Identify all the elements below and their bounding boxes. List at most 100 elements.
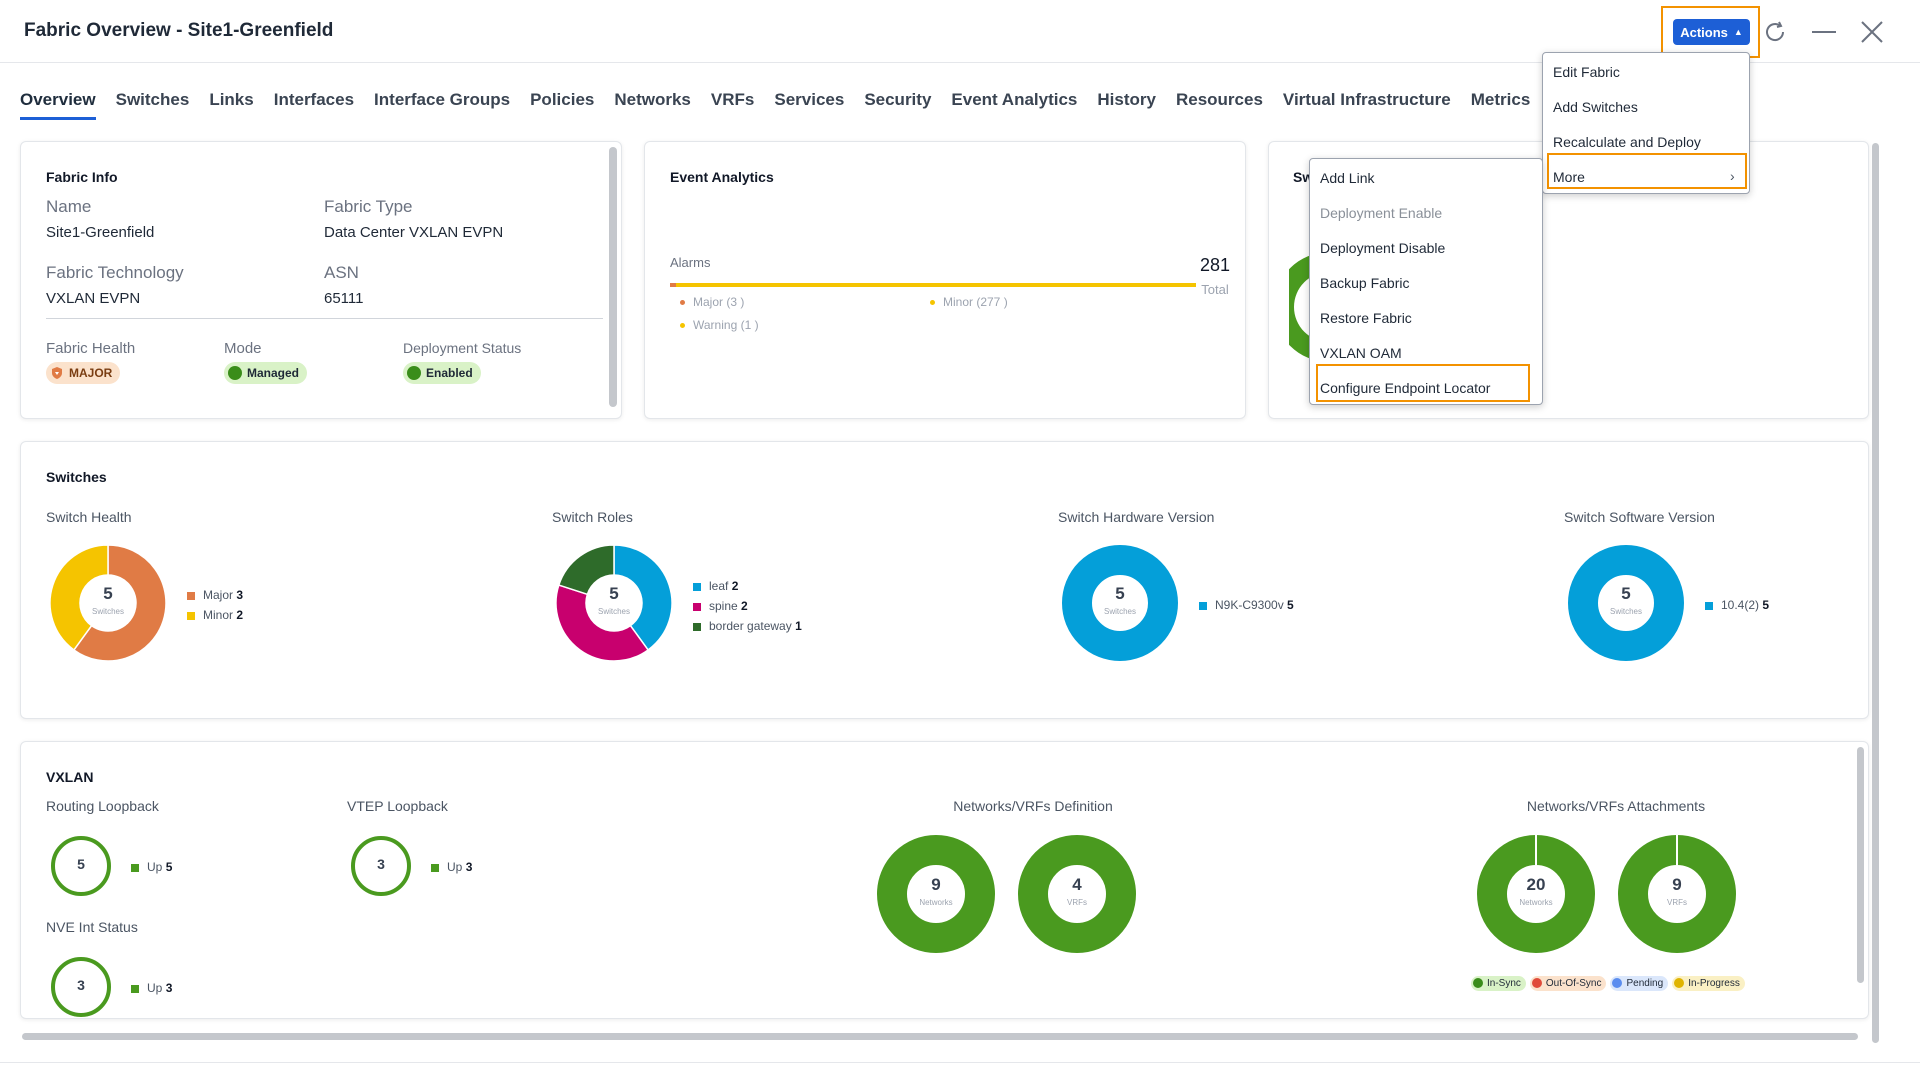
legend-version: 10.4(2) 5 (1705, 595, 1769, 615)
page-scrollbar[interactable] (1872, 143, 1879, 1043)
footer-divider (0, 1062, 1920, 1063)
legend-major: Major (3 ) (680, 292, 744, 312)
tab-event-analytics[interactable]: Event Analytics (951, 90, 1078, 109)
menu-item-add-link[interactable]: Add Link (1320, 170, 1375, 186)
alarms-total-value: 281 (1199, 255, 1231, 275)
card-title: Sw (1293, 169, 1314, 185)
routing-loopback-label: Routing Loopback (46, 798, 159, 814)
nve-int-status-label: NVE Int Status (46, 919, 138, 935)
tab-virtual-infrastructure[interactable]: Virtual Infrastructure (1282, 90, 1451, 109)
minimize-icon[interactable] (1805, 14, 1843, 50)
tab-interfaces[interactable]: Interfaces (273, 90, 355, 109)
donut-slice (1062, 545, 1178, 661)
tab-overview[interactable]: Overview (20, 90, 106, 120)
definition-vrfs-donut: 4 VRFs (1017, 834, 1137, 954)
tab-links[interactable]: Links (209, 90, 254, 109)
tab-security[interactable]: Security (864, 90, 932, 109)
asn-value: 65111 (324, 290, 364, 307)
networks-vrfs-definition-label: Networks/VRFs Definition (953, 798, 1113, 814)
card-title: Fabric Info (46, 169, 118, 185)
card-title: VXLAN (46, 769, 94, 785)
menu-item-restore-fabric[interactable]: Restore Fabric (1320, 310, 1412, 326)
switch-health-label: Switch Health (46, 509, 132, 525)
donut-total: 9 (1672, 875, 1682, 894)
menu-item-configure-endpoint-locator[interactable]: Configure Endpoint Locator (1320, 380, 1491, 396)
ring-value: 5 (77, 856, 85, 872)
ring-value: 3 (77, 977, 85, 993)
menu-item-backup-fabric[interactable]: Backup Fabric (1320, 275, 1410, 291)
fabric-type-value: Data Center VXLAN EVPN (324, 224, 504, 241)
scrollbar[interactable] (609, 147, 617, 407)
donut-total: 9 (931, 875, 941, 894)
legend-warning: Warning (1 ) (680, 315, 759, 335)
scrollbar[interactable] (1857, 747, 1864, 983)
legend-major: Major 3 (187, 585, 243, 605)
donut-slice (555, 584, 650, 662)
legend-border-gateway: border gateway 1 (693, 616, 802, 636)
legend-n9k: N9K-C9300v 5 (1199, 595, 1294, 615)
switch-software-donut: 5 Switches (1566, 543, 1686, 663)
donut-unit: Switches (91, 607, 124, 616)
tab-switches[interactable]: Switches (115, 90, 190, 109)
donut-unit: Switches (597, 607, 630, 616)
donut-total: 4 (1072, 875, 1082, 894)
menu-item-more[interactable]: More (1553, 169, 1585, 185)
menu-item-deployment-disable[interactable]: Deployment Disable (1320, 240, 1446, 256)
switch-hardware-label: Switch Hardware Version (1058, 509, 1215, 525)
legend-minor: Minor (277 ) (930, 292, 1008, 312)
alarms-label: Alarms (670, 255, 711, 270)
definition-networks-donut: 9 Networks (876, 834, 996, 954)
menu-item-add-switches[interactable]: Add Switches (1553, 99, 1638, 115)
donut-total: 20 (1526, 875, 1546, 894)
chevron-up-icon: ▲ (1733, 27, 1743, 37)
donut-unit: Switches (1103, 607, 1136, 616)
donut-total: 5 (1621, 584, 1631, 603)
tab-history[interactable]: History (1097, 90, 1156, 109)
switch-roles-label: Switch Roles (552, 509, 633, 525)
close-icon[interactable] (1853, 14, 1891, 50)
asn-label: ASN (324, 263, 359, 282)
tab-resources[interactable]: Resources (1175, 90, 1263, 109)
tab-bar: Overview Switches Links Interfaces Interface… (20, 90, 1540, 120)
donut-unit: Networks (919, 898, 953, 907)
deployment-status-badge: Enabled (403, 362, 481, 384)
mode-badge: Managed (224, 362, 308, 384)
switch-roles-legend: leaf 2 spine 2 border gateway 1 (693, 576, 802, 636)
menu-item-vxlan-oam[interactable]: VXLAN OAM (1320, 345, 1402, 361)
legend-minor: Minor 2 (187, 605, 243, 625)
switch-hardware-donut: 5 Switches (1060, 543, 1180, 663)
tab-policies[interactable]: Policies (530, 90, 595, 109)
donut-slice (72, 544, 167, 662)
horizontal-scrollbar[interactable] (22, 1033, 1858, 1040)
switch-hardware-legend: N9K-C9300v 5 (1199, 595, 1294, 615)
actions-menu: Edit Fabric Add Switches Recalculate and… (1542, 52, 1750, 194)
page-title: Fabric Overview - Site1-Greenfield (24, 20, 334, 41)
nve-legend: Up 3 (131, 978, 172, 998)
switch-health-legend: Major 3 Minor 2 (187, 585, 243, 625)
vtep-legend: Up 3 (431, 857, 472, 877)
legend-leaf: leaf 2 (693, 576, 802, 596)
menu-item-edit-fabric[interactable]: Edit Fabric (1553, 64, 1620, 80)
legend-in-progress: In-Progress (1672, 975, 1745, 991)
status-dot (407, 366, 421, 380)
menu-item-recalculate-deploy[interactable]: Recalculate and Deploy (1553, 134, 1701, 150)
fabric-technology-label: Fabric Technology (46, 263, 184, 282)
tab-services[interactable]: Services (774, 90, 845, 109)
tab-interface-groups[interactable]: Interface Groups (374, 90, 511, 109)
status-dot (228, 366, 242, 380)
fabric-health-badge: MAJOR (46, 362, 121, 384)
event-analytics-card: Event Analytics Alarms 281 Total Major (… (644, 141, 1246, 419)
refresh-icon[interactable] (1756, 14, 1794, 50)
mode-label: Mode (224, 340, 262, 357)
fabric-health-value: MAJOR (69, 366, 113, 380)
attachments-networks-donut: 20 Networks (1476, 834, 1596, 954)
name-value: Site1-Greenfield (46, 224, 155, 241)
menu-item-deployment-enable[interactable]: Deployment Enable (1320, 205, 1443, 221)
tab-metrics[interactable]: Metrics (1470, 90, 1531, 109)
donut-chart-partial (1289, 252, 1329, 362)
fabric-type-label: Fabric Type (324, 197, 413, 216)
tab-networks[interactable]: Networks (614, 90, 691, 109)
actions-button[interactable]: Actions ▲ (1673, 19, 1750, 45)
tab-vrfs[interactable]: VRFs (710, 90, 755, 109)
switch-health-donut: 5 Switches (48, 543, 168, 663)
